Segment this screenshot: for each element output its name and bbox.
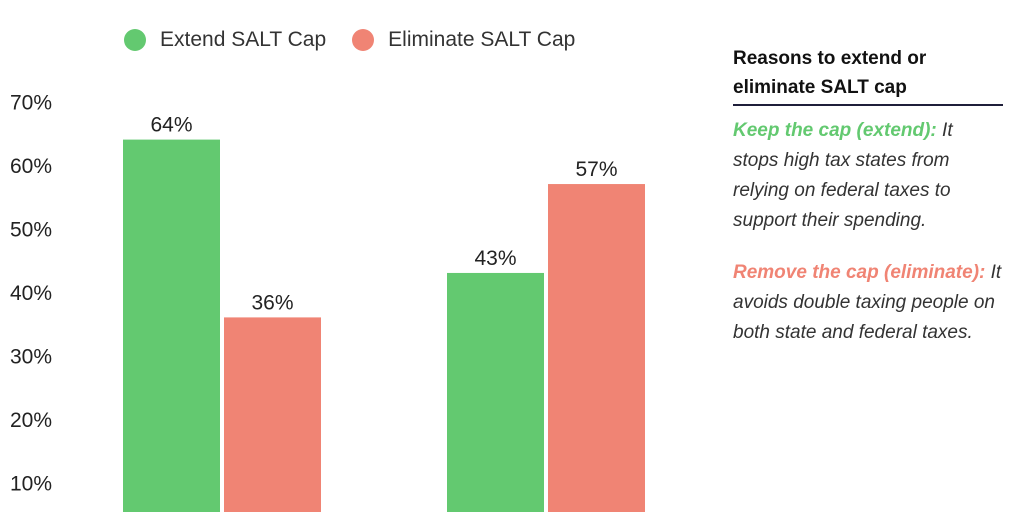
bar-chart: 10% 20% 30% 40% 50% 60% 70% 64% 36% 43% 57% (10, 92, 645, 512)
chart-legend: Extend SALT Cap Eliminate SALT Cap (124, 28, 575, 52)
y-tick-label: 70% (10, 92, 52, 115)
extend-reason-lead: Keep the cap (extend): (733, 120, 937, 141)
legend-label-eliminate: Eliminate SALT Cap (388, 28, 576, 51)
eliminate-reason-lead: Remove the cap (eliminate): (733, 262, 986, 283)
y-tick-label: 20% (10, 409, 52, 432)
eliminate-reason-text: It avoids double taxing people on both s… (733, 262, 1002, 343)
legend-dot-extend (124, 29, 146, 51)
extend-reason: Keep the cap (extend): It stops high tax… (733, 116, 1003, 236)
y-tick-label: 60% (10, 155, 52, 178)
reasons-title: Reasons to extend or eliminate SALT cap (733, 44, 1003, 106)
bar-value-label: 43% (474, 247, 516, 270)
bar-value-label: 64% (150, 114, 192, 137)
y-tick-label: 50% (10, 219, 52, 242)
bar-eliminate (548, 184, 645, 512)
legend-label-extend: Extend SALT Cap (160, 28, 327, 51)
bar-value-label: 36% (251, 291, 293, 314)
bar-extend (447, 272, 544, 512)
eliminate-reason: Remove the cap (eliminate): It avoids do… (733, 258, 1003, 348)
extend-reason-text: It stops high tax states from relying on… (733, 120, 953, 231)
legend-dot-eliminate (352, 29, 375, 51)
bar-eliminate (224, 317, 321, 512)
y-tick-label: 10% (10, 473, 52, 496)
bar-extend (123, 139, 220, 512)
y-tick-label: 30% (10, 346, 52, 369)
bar-value-label: 57% (575, 158, 617, 181)
legend-item-eliminate: Eliminate SALT Cap (352, 28, 575, 52)
y-tick-label: 40% (10, 282, 52, 305)
reasons-panel: Reasons to extend or eliminate SALT cap … (733, 44, 1003, 370)
legend-item-extend: Extend SALT Cap (124, 28, 326, 52)
